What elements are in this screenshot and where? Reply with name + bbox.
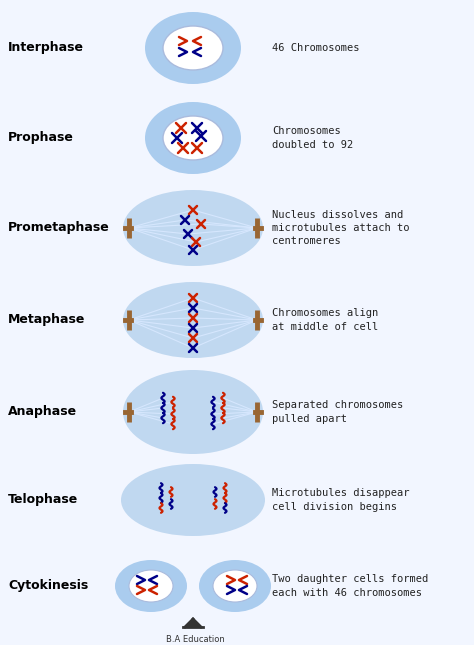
Ellipse shape [163,26,223,70]
Ellipse shape [129,570,173,602]
Ellipse shape [213,570,257,602]
Ellipse shape [123,370,263,454]
Ellipse shape [123,282,263,358]
Text: Microtubules disappear
cell division begins: Microtubules disappear cell division beg… [272,488,410,511]
Text: Two daughter cells formed
each with 46 chromosomes: Two daughter cells formed each with 46 c… [272,575,428,598]
Text: B.A Education: B.A Education [165,635,224,644]
Ellipse shape [163,116,223,160]
Text: Interphase: Interphase [8,41,84,54]
Ellipse shape [115,560,187,612]
Polygon shape [185,619,201,627]
Text: Anaphase: Anaphase [8,406,77,419]
Text: Separated chromosomes
pulled apart: Separated chromosomes pulled apart [272,401,403,424]
Text: 46 Chromosomes: 46 Chromosomes [272,43,359,53]
Ellipse shape [199,560,271,612]
Ellipse shape [123,190,263,266]
Text: Chromosomes
doubled to 92: Chromosomes doubled to 92 [272,126,353,150]
Text: Prometaphase: Prometaphase [8,221,110,235]
Text: Cytokinesis: Cytokinesis [8,579,88,593]
Ellipse shape [145,102,241,174]
Text: Telophase: Telophase [8,493,78,506]
Text: Prophase: Prophase [8,132,74,144]
Text: Nucleus dissolves and
microtubules attach to
centromeres: Nucleus dissolves and microtubules attac… [272,210,410,246]
Text: Chromosomes align
at middle of cell: Chromosomes align at middle of cell [272,308,378,332]
Ellipse shape [145,12,241,84]
Ellipse shape [121,464,265,536]
Text: Metaphase: Metaphase [8,313,85,326]
